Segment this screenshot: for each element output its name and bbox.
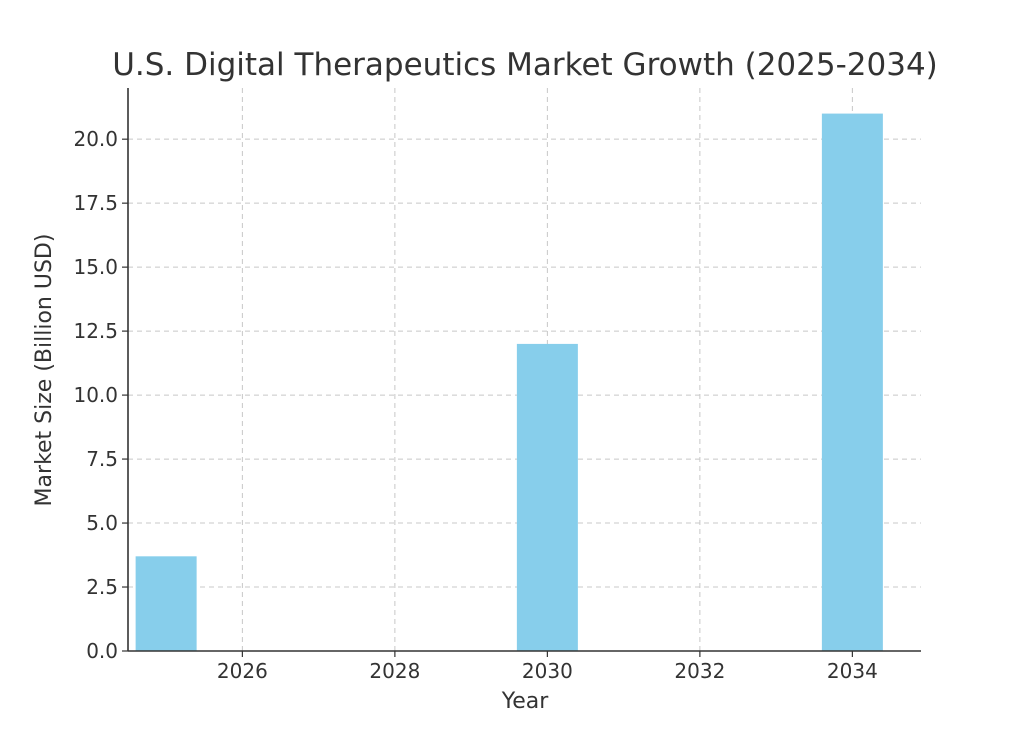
bars xyxy=(135,113,883,651)
x-tick-label: 2034 xyxy=(827,659,878,683)
x-ticks: 2026 2028 2030 2032 2034 xyxy=(217,651,878,683)
y-tick-label: 5.0 xyxy=(86,511,118,535)
axes xyxy=(127,88,921,652)
x-tick-label: 2032 xyxy=(674,659,725,683)
bar-2025 xyxy=(135,556,197,651)
y-axis-label: Market Size (Billion USD) xyxy=(32,234,57,507)
y-tick-label: 17.5 xyxy=(73,191,118,215)
bar-2030 xyxy=(516,343,578,651)
y-tick-label: 20.0 xyxy=(73,127,118,151)
chart-title: U.S. Digital Therapeutics Market Growth … xyxy=(112,47,938,83)
y-tick-label: 15.0 xyxy=(73,255,118,279)
y-tick-label: 0.0 xyxy=(86,639,118,663)
x-tick-label: 2028 xyxy=(369,659,420,683)
y-tick-label: 10.0 xyxy=(73,383,118,407)
x-tick-label: 2026 xyxy=(217,659,268,683)
x-tick-label: 2030 xyxy=(522,659,573,683)
y-tick-label: 7.5 xyxy=(86,447,118,471)
x-axis-label: Year xyxy=(501,689,550,714)
y-tick-label: 12.5 xyxy=(73,319,118,343)
y-tick-label: 2.5 xyxy=(86,575,118,599)
bar-2034 xyxy=(821,113,883,651)
y-ticks: 0.0 2.5 5.0 7.5 10.0 12.5 15.0 17.5 20.0 xyxy=(73,127,128,663)
